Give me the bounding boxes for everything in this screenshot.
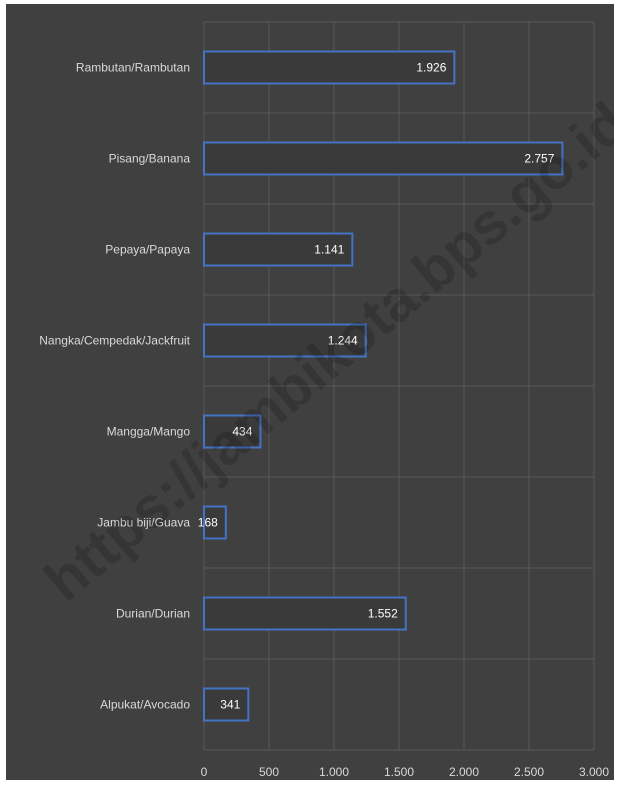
bar-chart: 1.926 2.757 1.141 1.244 434 168 1.552 341 Rambu… — [33, 21, 614, 779]
bars: 1.926 2.757 1.141 1.244 434 168 1.552 341 — [198, 50, 564, 722]
bar — [203, 50, 456, 85]
data-label: 168 — [198, 516, 218, 530]
category-label: Nangka/Cempedak/Jackfruit — [39, 334, 190, 348]
data-label: 341 — [220, 698, 240, 712]
bar — [203, 414, 262, 449]
x-tick-label: 2.500 — [514, 765, 544, 779]
data-label: 1.244 — [328, 334, 358, 348]
bar — [203, 505, 227, 540]
category-label: Pepaya/Papaya — [105, 243, 190, 257]
x-tick-label: 0 — [201, 765, 208, 779]
x-tick-label: 500 — [259, 765, 279, 779]
category-label: Pisang/Banana — [109, 152, 191, 166]
data-label: 434 — [232, 425, 252, 439]
x-tick-label: 1.500 — [384, 765, 414, 779]
bar — [203, 596, 407, 631]
data-label: 2.757 — [524, 152, 554, 166]
category-label: Durian/Durian — [116, 607, 190, 621]
bar — [203, 687, 250, 722]
x-tick-label: 2.000 — [449, 765, 479, 779]
category-label: Rambutan/Rambutan — [76, 61, 190, 75]
x-tick-label: 3.000 — [579, 765, 609, 779]
category-label: Alpukat/Avocado — [100, 698, 190, 712]
bar — [203, 323, 367, 358]
data-label: 1.926 — [416, 61, 446, 75]
x-axis-ticks: 0 500 1.000 1.500 2.000 2.500 3.000 — [201, 765, 610, 779]
category-label: Jambu biji/Guava — [97, 516, 190, 530]
x-tick-label: 1.000 — [319, 765, 349, 779]
bar — [203, 141, 564, 176]
chart-panel: 1.926 2.757 1.141 1.244 434 168 1.552 341 Rambu… — [6, 4, 614, 780]
category-label: Mangga/Mango — [107, 425, 191, 439]
category-labels: Rambutan/Rambutan Pisang/Banana Pepaya/Pap… — [39, 61, 190, 712]
data-label: 1.552 — [368, 607, 398, 621]
bar — [203, 232, 354, 267]
data-label: 1.141 — [314, 243, 344, 257]
